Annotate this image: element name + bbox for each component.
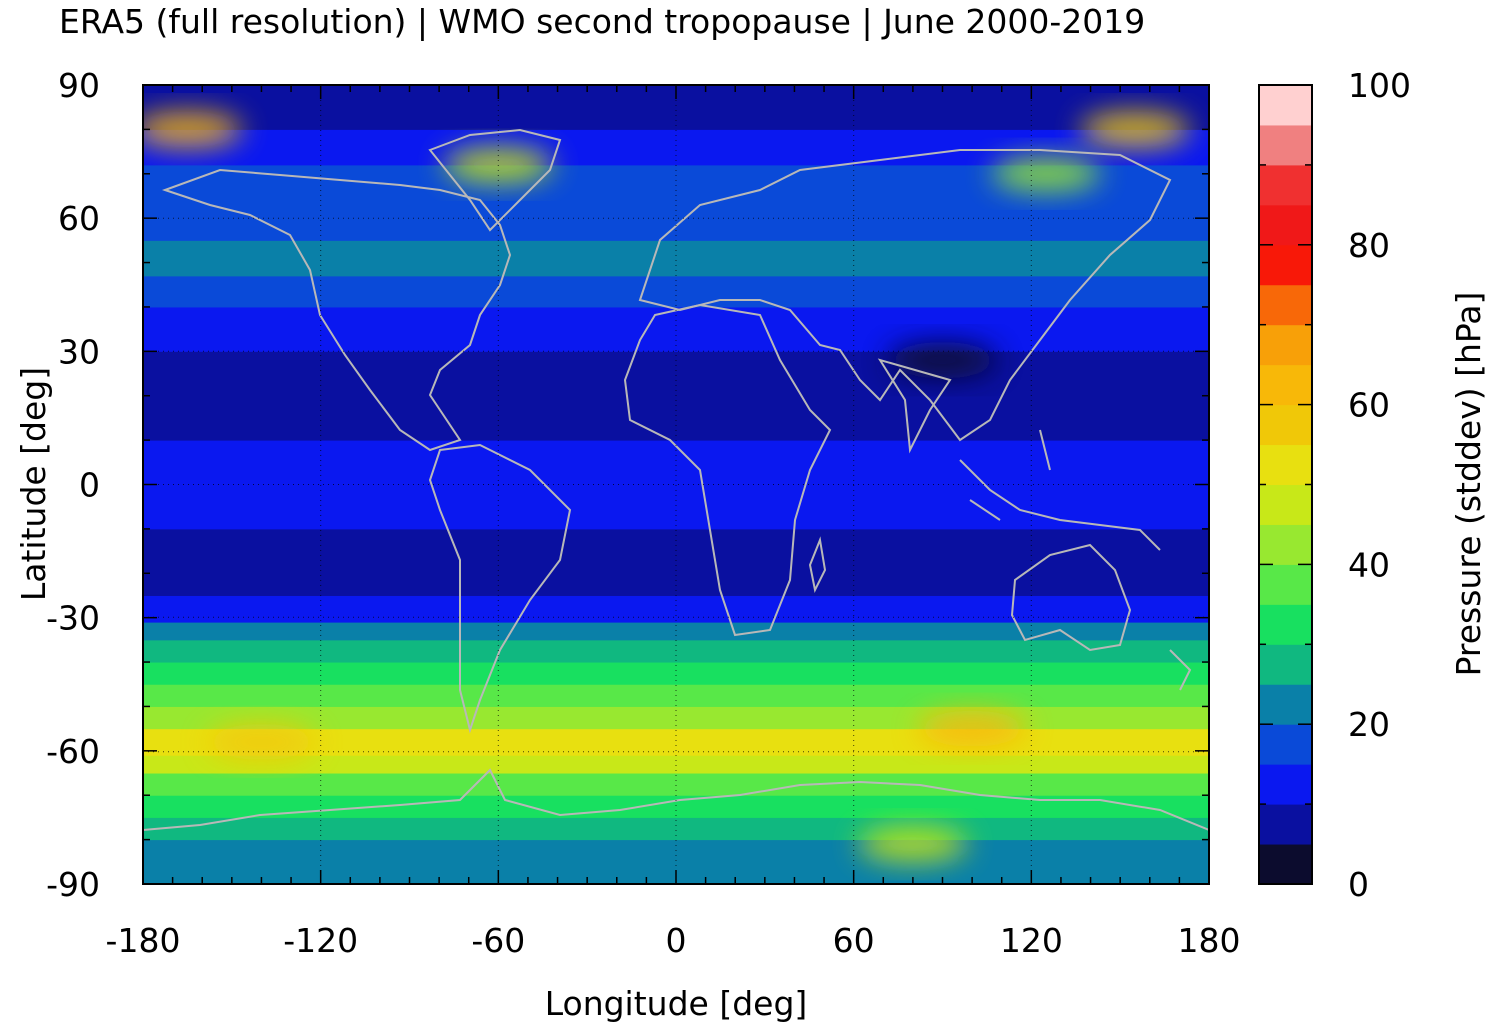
coastlines [143, 128, 1209, 831]
colorbar-swatch-6 [1259, 604, 1312, 645]
colorbar-swatch-0 [1259, 844, 1312, 885]
heatmap-hotspot-6 [857, 826, 968, 863]
x-tick-label: 60 [833, 921, 875, 960]
heatmap-hotspot-5 [206, 723, 317, 760]
coastline-south-america [428, 443, 572, 734]
y-tick-label: 90 [58, 66, 100, 105]
plot-area [143, 85, 1209, 884]
coastline-eurasia [638, 149, 1172, 442]
y-tick-label: 0 [79, 466, 100, 505]
colorbar-label: Pressure (stddev) [hPa] [1449, 292, 1488, 677]
x-tick-label: 120 [1000, 921, 1063, 960]
coastline-antarctica [143, 768, 1209, 831]
colorbar-swatch-1 [1259, 804, 1312, 845]
plot-ticks [142, 84, 1210, 885]
coastline-madagascar [808, 536, 827, 594]
colorbar-swatch-19 [1259, 85, 1312, 126]
heatmap-bands [143, 85, 1209, 884]
colorbar-swatch-13 [1259, 324, 1312, 366]
colorbar-swatch-11 [1259, 404, 1312, 446]
colorbar-tick-label: 40 [1348, 545, 1390, 584]
heatmap-hotspot-0 [443, 146, 554, 183]
coastline-north-america [161, 168, 512, 452]
colorbar-swatch-5 [1259, 644, 1312, 685]
coastline-maritime-continent [959, 429, 1161, 551]
y-tick-label: -60 [46, 732, 100, 771]
y-tick-label: 60 [58, 199, 100, 238]
heatmap-hotspot-2 [1079, 111, 1190, 148]
heatmap-band-2 [143, 795, 1209, 818]
colorbar-swatch-15 [1259, 244, 1312, 286]
heatmap-hotspot-4 [917, 710, 1028, 747]
heatmap-band-9 [143, 639, 1209, 663]
colorbar-swatch-12 [1259, 364, 1312, 406]
colorbar-ticks [1259, 84, 1312, 885]
heatmap-hotspot-3 [991, 155, 1102, 192]
heatmap-band-16 [143, 275, 1209, 308]
colorbar-swatch-16 [1259, 204, 1312, 246]
colorbar-tick-label: 20 [1348, 705, 1390, 744]
heatmap-band-3 [143, 773, 1209, 796]
colorbar-swatch-14 [1259, 284, 1312, 326]
x-tick-label: -120 [283, 921, 358, 960]
coastline-india [877, 358, 952, 454]
colorbar-swatch-3 [1259, 724, 1312, 765]
colorbar-tick-labels: 0 20 40 60 80 100 [1348, 66, 1411, 904]
x-tick-label: -60 [471, 921, 525, 960]
heatmap-hotspots [143, 111, 1190, 863]
heatmap-band-4 [143, 755, 1209, 774]
x-tick-labels: -180 -120 -60 0 60 120 180 [106, 921, 1241, 960]
colorbar [1259, 85, 1312, 885]
heatmap-band-8 [143, 662, 1209, 685]
chart-title: ERA5 (full resolution) | WMO second trop… [59, 2, 1145, 41]
colorbar-swatch-10 [1259, 444, 1312, 485]
colorbar-swatch-18 [1259, 124, 1312, 166]
grid-lines [143, 85, 1209, 884]
heatmap-band-10 [143, 622, 1209, 641]
heatmap-band-13 [143, 440, 1209, 530]
x-tick-label: -180 [106, 921, 181, 960]
y-tick-label: -30 [46, 599, 100, 638]
colorbar-swatch-2 [1259, 764, 1312, 805]
y-tick-label: -90 [46, 865, 100, 904]
colorbar-tick-label: 0 [1348, 865, 1369, 904]
coastline-africa [623, 303, 832, 637]
colorbar-swatch-7 [1259, 564, 1312, 605]
x-tick-label: 180 [1178, 921, 1241, 960]
colorbar-tick-label: 60 [1348, 386, 1390, 425]
colorbar-swatch-17 [1259, 164, 1312, 206]
colorbar-swatch-4 [1259, 684, 1312, 725]
y-tick-labels: -90 -60 -30 0 30 60 90 [46, 66, 100, 904]
coastline-greenland [428, 128, 562, 232]
coastline-australia [1010, 543, 1132, 652]
y-tick-label: 30 [58, 332, 100, 371]
colorbar-swatch-8 [1259, 524, 1312, 565]
heatmap-band-5 [143, 728, 1209, 756]
heatmap-band-11 [143, 595, 1209, 623]
y-axis-label: Latitude [deg] [14, 367, 53, 601]
colorbar-tick-label: 80 [1348, 226, 1390, 265]
heatmap-hotspot-1 [143, 111, 243, 148]
colorbar-swatch-9 [1259, 484, 1312, 525]
coastline-new-zealand [1169, 649, 1192, 691]
x-tick-label: 0 [666, 921, 687, 960]
x-axis-label: Longitude [deg] [545, 984, 808, 1023]
colorbar-tick-label: 100 [1348, 66, 1411, 105]
